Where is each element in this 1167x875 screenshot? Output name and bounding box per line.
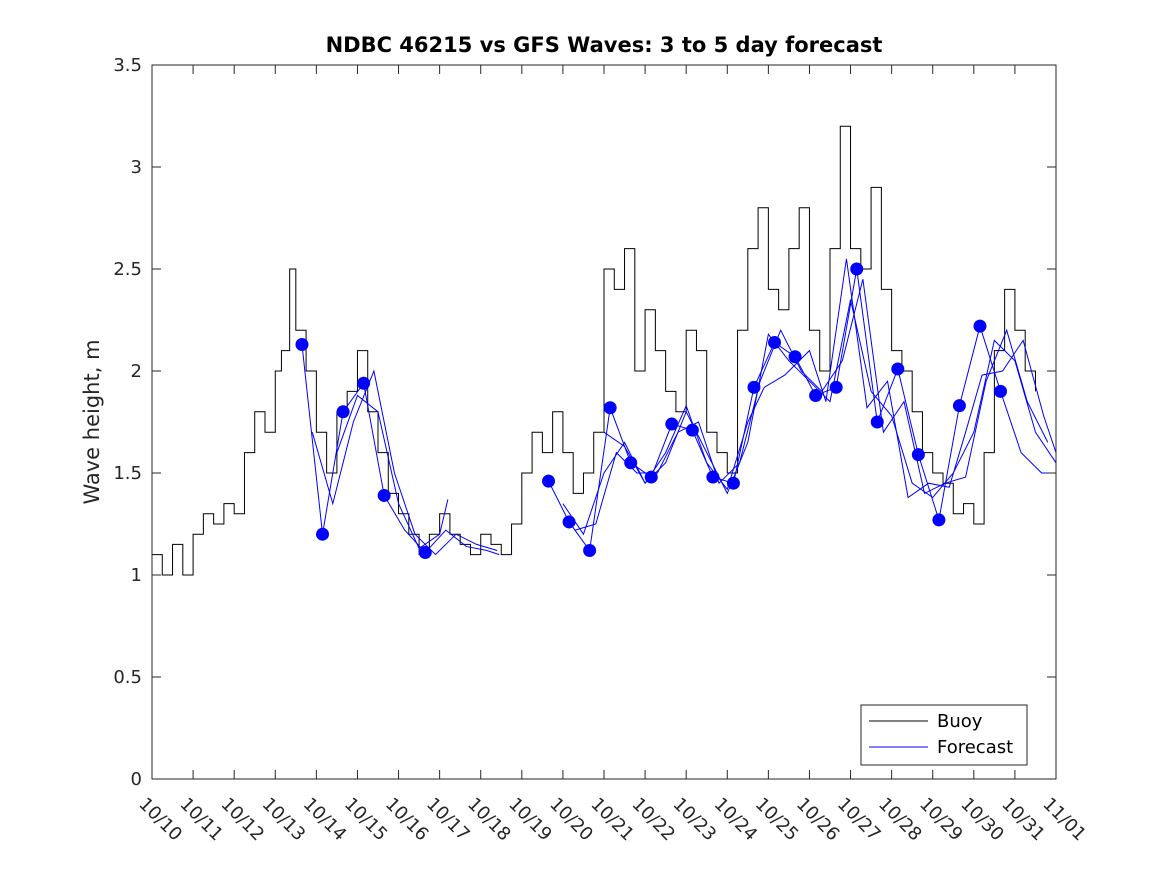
forecast-point <box>829 380 843 394</box>
forecast-point <box>644 470 658 484</box>
forecast-point <box>583 544 597 558</box>
forecast-point <box>624 456 638 470</box>
forecast-point <box>562 515 576 529</box>
legend: Buoy Forecast <box>860 704 1028 766</box>
y-tick-label: 1 <box>131 565 142 586</box>
forecast-point <box>809 388 823 402</box>
legend-forecast-label: Forecast <box>937 737 1013 758</box>
forecast-point <box>726 476 740 490</box>
y-axis: 0 0.5 1 1.5 2 2.5 3 3.5 <box>113 55 1056 790</box>
forecast-point <box>768 335 782 349</box>
forecast-point <box>685 423 699 437</box>
forecast-point <box>295 337 309 351</box>
forecast-line-7 <box>603 258 1057 499</box>
forecast-point <box>603 401 617 415</box>
y-axis-label: Wave height, m <box>80 339 104 504</box>
y-tick-label: 2 <box>131 361 142 382</box>
legend-buoy-label: Buoy <box>937 711 983 732</box>
y-tick-label: 2.5 <box>113 259 142 280</box>
forecast-line-3 <box>336 394 449 550</box>
forecast-point <box>994 384 1008 398</box>
forecast-point <box>542 474 556 488</box>
forecast-point <box>665 417 679 431</box>
buoy-series <box>152 125 1036 576</box>
forecast-point <box>788 350 802 364</box>
forecast-point <box>952 399 966 413</box>
forecast-point <box>418 546 432 560</box>
forecast-point <box>973 319 987 333</box>
forecast-point <box>932 513 946 527</box>
forecast-point <box>336 405 350 419</box>
y-tick-label: 0 <box>131 769 142 790</box>
y-tick-label: 3 <box>131 157 142 178</box>
forecast-markers <box>295 262 1008 560</box>
forecast-point <box>316 527 330 541</box>
legend-box <box>860 704 1028 766</box>
y-tick-label: 1.5 <box>113 463 142 484</box>
forecast-point <box>911 448 925 462</box>
chart-title: NDBC 46215 vs GFS Waves: 3 to 5 day fore… <box>326 33 883 57</box>
forecast-point <box>870 415 884 429</box>
forecast-point <box>357 376 371 390</box>
buoy-line <box>152 125 1036 576</box>
forecast-point <box>850 262 864 276</box>
forecast-point <box>891 362 905 376</box>
forecast-point <box>377 488 391 502</box>
forecast-point <box>706 470 720 484</box>
y-tick-label: 3.5 <box>113 55 142 76</box>
forecast-point <box>747 380 761 394</box>
forecast-line-2 <box>311 369 498 556</box>
forecast-line-1 <box>301 344 500 556</box>
y-tick-label: 0.5 <box>113 667 142 688</box>
